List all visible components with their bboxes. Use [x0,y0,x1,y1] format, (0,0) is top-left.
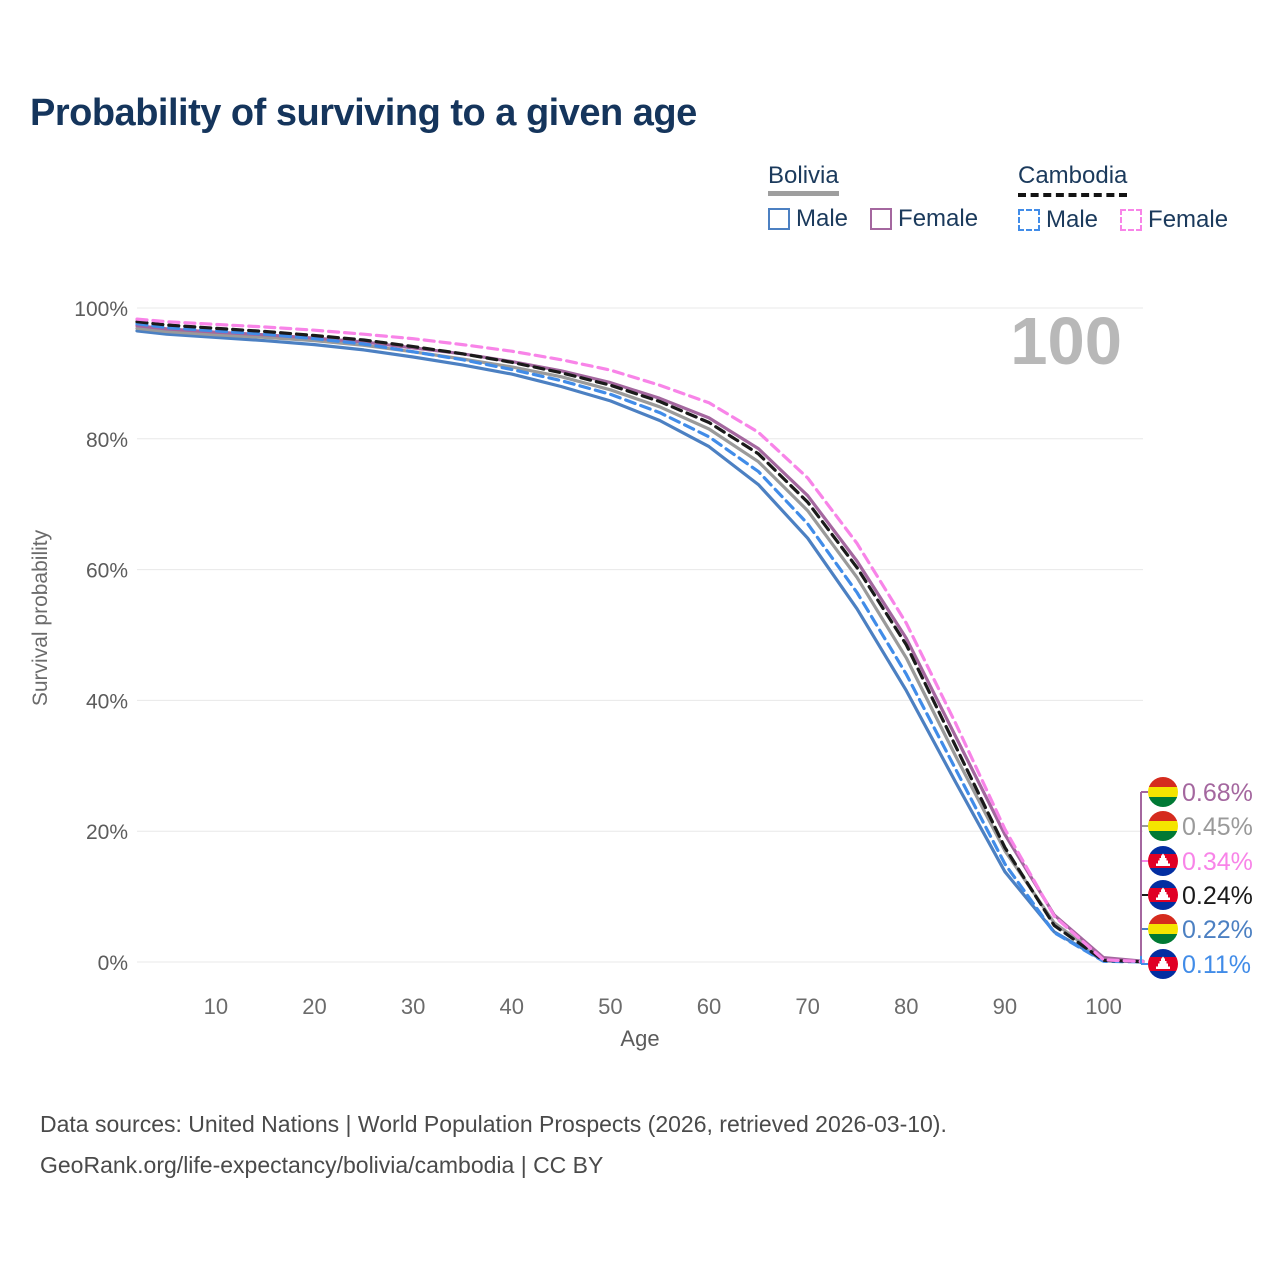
x-tick-label: 60 [697,994,721,1019]
end-label-value: 0.24% [1182,882,1253,910]
cambodia-male-swatch-icon [1018,209,1040,231]
x-tick-label: 30 [401,994,425,1019]
series-line-bolivia[interactable] [135,326,1145,964]
series-line-cambodia-male[interactable] [135,322,1145,964]
series-line-bolivia-male[interactable] [135,329,1145,964]
flag-bolivia-icon [1148,914,1178,944]
legend-item-bolivia-female[interactable]: Female [870,205,978,233]
cambodia-female-swatch-icon [1120,209,1143,231]
legend-group-cambodia: Cambodia Male Female [1018,162,1228,234]
data-source-footer: Data sources: United Nations | World Pop… [40,1104,947,1186]
flag-cambodia-icon [1148,846,1178,876]
end-label-value: 0.22% [1182,916,1253,944]
y-tick-label: 100% [74,298,128,321]
x-tick-label: 80 [894,994,918,1019]
y-tick-label: 60% [86,560,128,583]
series-line-bolivia-female[interactable] [135,324,1145,963]
flag-bolivia-icon [1148,777,1178,807]
series-line-cambodia-female[interactable] [135,317,1145,964]
x-tick-label: 40 [500,994,524,1019]
footer-line-2: GeoRank.org/life-expectancy/bolivia/camb… [40,1152,604,1178]
bolivia-male-swatch-icon [768,208,790,230]
y-tick-label: 40% [86,690,128,713]
x-tick-label: 70 [795,994,819,1019]
x-tick-label: 100 [1085,994,1122,1019]
y-tick-label: 0% [98,952,128,975]
y-axis-title: Survival probability [29,529,52,706]
flag-cambodia-icon [1148,880,1178,910]
legend-header-cambodia: Cambodia [1018,162,1128,197]
flag-cambodia-icon [1148,949,1178,979]
x-axis-title: Age [620,1026,659,1051]
legend-group-bolivia: Bolivia Male Female [768,162,978,233]
end-label-value: 0.45% [1182,813,1253,841]
footer-line-1: Data sources: United Nations | World Pop… [40,1111,947,1137]
x-tick-label: 20 [302,994,326,1019]
end-label-value: 0.34% [1182,848,1253,876]
legend-item-bolivia-male[interactable]: Male [768,205,848,233]
end-label-value: 0.11% [1182,951,1251,979]
legend-item-label: Female [1148,206,1229,233]
x-tick-label: 90 [993,994,1017,1019]
page-title: Probability of surviving to a given age [30,92,697,134]
bolivia-female-swatch-icon [870,208,893,230]
legend-item-cambodia-male[interactable]: Male [1018,206,1098,234]
age-watermark: 100 [1010,304,1122,379]
x-tick-label: 50 [598,994,622,1019]
end-label-value: 0.68% [1182,779,1253,807]
flag-bolivia-icon [1148,811,1178,841]
legend-header-bolivia: Bolivia [768,162,839,196]
y-tick-label: 20% [86,821,128,844]
legend-item-label: Male [1046,206,1099,233]
y-tick-label: 80% [86,429,128,452]
legend-item-label: Female [898,205,979,232]
legend-item-label: Male [796,205,849,232]
legend-item-cambodia-female[interactable]: Female [1120,206,1228,234]
series-line-cambodia[interactable] [135,320,1145,964]
x-tick-label: 10 [204,994,228,1019]
